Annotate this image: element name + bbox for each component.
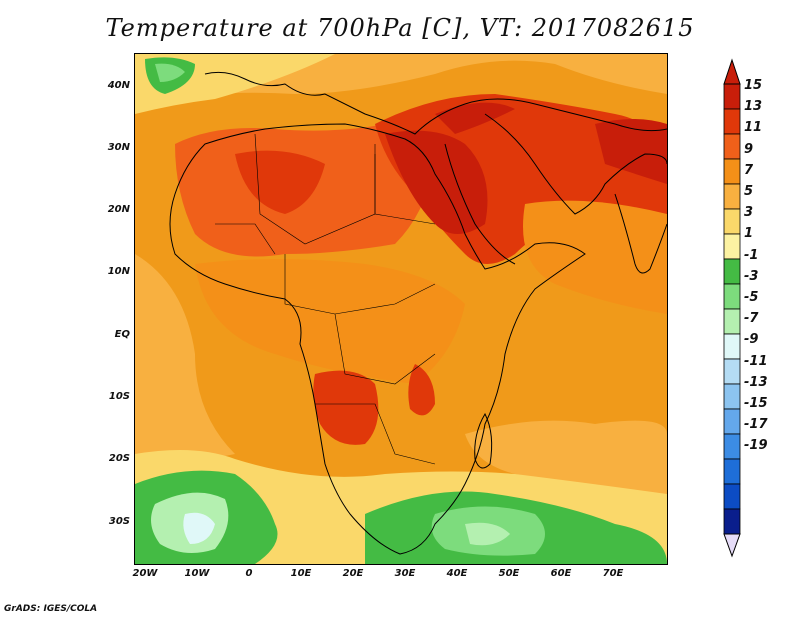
lat-label-40n: 40N [107, 80, 130, 91]
colorbar-label: 5 [744, 184, 754, 199]
colorbar-box [723, 333, 741, 360]
colorbar-top-arrow [723, 58, 741, 85]
gulf-coast [484, 113, 667, 215]
lon-label-10e: 10E [290, 568, 312, 579]
colorbar-box [723, 183, 741, 210]
lon-label-20w: 20W [132, 568, 158, 579]
colorbar-label: 7 [744, 162, 754, 178]
colorbar-label: 3 [744, 205, 754, 221]
colorbar-label: -5 [744, 290, 759, 305]
lon-label-60e: 60E [550, 568, 572, 579]
colorbar-label: -19 [744, 438, 768, 454]
lat-label-30s: 30S [108, 516, 130, 527]
light-green-patch [155, 63, 185, 82]
sahara-core [235, 150, 325, 214]
colorbar-box [723, 508, 741, 535]
colorbar-box [723, 458, 741, 485]
temperature-map [134, 53, 668, 565]
colorbar-box [723, 208, 741, 235]
south-atlantic-coldcore [183, 512, 215, 544]
colorbar-box [723, 483, 741, 510]
colorbar-box [723, 408, 741, 435]
colorbar-label: -9 [744, 332, 759, 348]
colorbar-label: -17 [744, 417, 768, 433]
lon-label-10w: 10W [184, 568, 210, 579]
central-africa [195, 259, 465, 384]
lat-label-20n: 20N [107, 204, 130, 215]
lat-label-10n: 10N [107, 266, 130, 277]
lat-label-eq: EQ [114, 329, 130, 340]
colorbar-label: 13 [744, 99, 763, 115]
south-indian-coldcore [465, 522, 510, 546]
border-west [215, 223, 276, 255]
colorbar-box [723, 83, 741, 110]
south-indian-band [465, 420, 667, 504]
colorbar-label: -3 [744, 268, 759, 284]
colorbar-box [723, 358, 741, 385]
lon-label-0: 0 [245, 568, 253, 579]
lon-label-30e: 30E [394, 568, 416, 579]
madagascar [474, 412, 493, 469]
colorbar-box [723, 158, 741, 185]
colorbar [723, 58, 741, 558]
colorbar-label: -13 [744, 374, 768, 390]
colorbar-label: 15 [744, 78, 763, 93]
colorbar-label: -1 [744, 247, 759, 263]
colorbar-box [723, 383, 741, 410]
lat-label-20s: 20S [108, 453, 130, 464]
angola-hot-patch [313, 370, 379, 445]
pakistan-core [595, 119, 667, 184]
east-africa-hot-patch [408, 364, 435, 416]
atlantic-band [135, 254, 235, 474]
border-southern [315, 403, 436, 465]
lon-label-20e: 20E [342, 568, 364, 579]
colorbar-label: 9 [744, 141, 754, 157]
map-canvas [135, 54, 667, 564]
colorbar-box [723, 283, 741, 310]
colorbar-box [723, 433, 741, 460]
colorbar-label: 1 [744, 226, 754, 242]
border-central [334, 313, 436, 385]
colorbar-box [723, 308, 741, 335]
map-title: Temperature at 700hPa [C], VT: 201708261… [105, 14, 695, 42]
border-egypt-sudan [374, 154, 436, 225]
lon-label-50e: 50E [498, 568, 520, 579]
country-borders [215, 133, 436, 465]
colorbar-label: 11 [744, 120, 763, 136]
footer-credit: GrADS: IGES/COLA [4, 604, 98, 614]
lat-label-30n: 30N [107, 142, 130, 153]
colorbar-bottom-arrow [723, 533, 741, 558]
lon-label-70e: 70E [602, 568, 624, 579]
red-sea-coast [444, 143, 516, 265]
arabian-sea [523, 200, 667, 314]
colorbar-label: -11 [744, 353, 768, 369]
colorbar-box [723, 233, 741, 260]
colorbar-box [723, 133, 741, 160]
india-coast [614, 193, 667, 274]
colorbar-box [723, 108, 741, 135]
colorbar-label: -7 [744, 311, 759, 327]
colorbar-label: -15 [744, 396, 768, 411]
egypt-arabia-core [385, 130, 488, 234]
mediterranean-coast [204, 71, 667, 135]
lon-label-40e: 40E [446, 568, 468, 579]
colorbar-boxes [723, 83, 741, 535]
lat-label-10s: 10S [108, 391, 130, 402]
mesopotamia-core [435, 102, 515, 134]
colorbar-box [723, 258, 741, 285]
